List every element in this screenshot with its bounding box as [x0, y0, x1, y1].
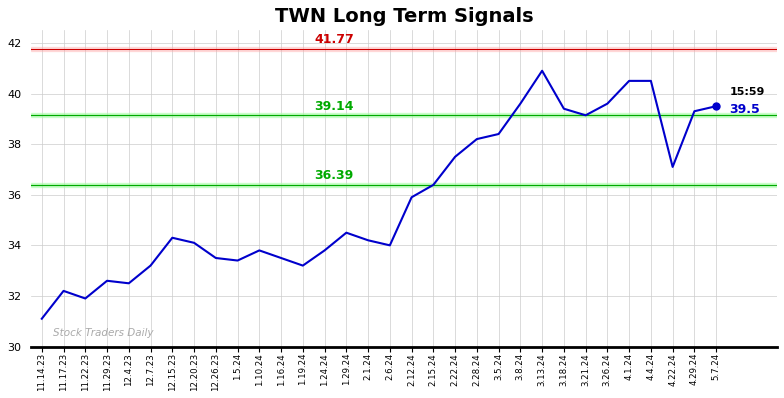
Bar [31, 183, 777, 187]
Text: 39.14: 39.14 [314, 100, 354, 113]
Text: 36.39: 36.39 [314, 169, 354, 182]
Bar [31, 113, 777, 117]
Text: 15:59: 15:59 [729, 87, 764, 97]
Text: 41.77: 41.77 [314, 33, 354, 46]
Text: Stock Traders Daily: Stock Traders Daily [53, 328, 153, 338]
Bar [31, 47, 777, 51]
Title: TWN Long Term Signals: TWN Long Term Signals [274, 7, 533, 26]
Text: 39.5: 39.5 [729, 103, 760, 117]
